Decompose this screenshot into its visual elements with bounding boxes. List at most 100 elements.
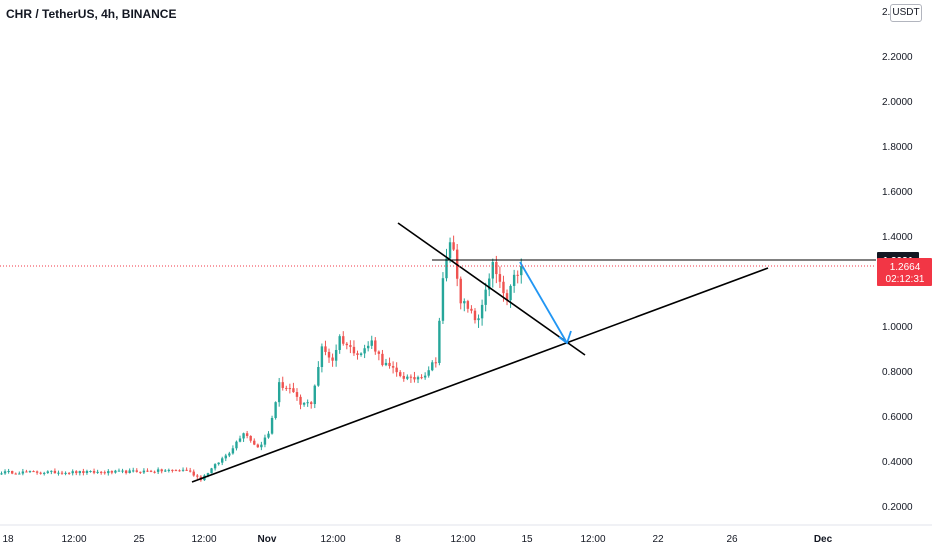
candle — [174, 469, 178, 472]
candle — [452, 235, 455, 251]
candle — [0, 471, 3, 475]
candle-body — [288, 388, 292, 390]
candle — [160, 468, 163, 474]
candle-body — [142, 470, 146, 473]
candle-body — [406, 376, 409, 379]
price-tick-label: 0.6000 — [882, 412, 913, 423]
candle — [363, 344, 366, 359]
symbol-title[interactable]: CHR / TetherUS, 4h, BINANCE — [6, 7, 177, 21]
price-tick-label: 0.2000 — [882, 502, 913, 513]
candle-body — [317, 367, 320, 386]
candle — [64, 471, 67, 476]
candle — [192, 469, 195, 477]
candle — [107, 469, 110, 476]
candle — [99, 470, 103, 475]
candle — [96, 469, 99, 474]
candle-body — [156, 469, 160, 472]
candle — [121, 468, 124, 474]
candle — [352, 340, 356, 356]
candle-body — [274, 402, 277, 418]
candle-body — [295, 392, 299, 397]
candle-body — [103, 472, 106, 474]
candle-body — [167, 469, 171, 471]
candle — [288, 383, 292, 394]
candle — [167, 468, 171, 473]
candle-body — [153, 471, 156, 473]
candle — [35, 470, 39, 475]
candle — [181, 467, 185, 472]
candle-body — [149, 470, 153, 472]
candle-body — [327, 351, 331, 358]
candle — [110, 470, 114, 475]
candle-body — [509, 285, 512, 301]
candle — [327, 348, 331, 363]
time-tick-label: 15 — [521, 534, 533, 545]
candle-body — [46, 471, 49, 473]
candle-body — [441, 278, 445, 321]
candle-body — [477, 318, 480, 321]
time-tick-label: 25 — [133, 534, 145, 545]
candle-body — [135, 470, 138, 472]
candle — [78, 470, 82, 476]
candle — [213, 463, 217, 471]
candle-body — [185, 469, 188, 471]
candle-body — [96, 471, 99, 473]
candle-body — [21, 471, 25, 474]
candle-body — [473, 310, 477, 321]
time-tick-label: 22 — [652, 534, 664, 545]
candle — [124, 469, 128, 475]
candle-body — [121, 470, 124, 472]
candle — [53, 468, 57, 474]
candle-body — [491, 261, 494, 279]
price-tick-label: 1.0000 — [882, 322, 913, 333]
candle-body — [267, 433, 270, 438]
candle — [260, 441, 263, 451]
candle-body — [221, 458, 224, 463]
candle — [366, 341, 370, 352]
time-tick-label: 26 — [726, 534, 738, 545]
candle-body — [334, 349, 338, 361]
price-tick-label: 1.4000 — [882, 232, 913, 243]
candle-body — [0, 473, 3, 475]
candle-body — [402, 375, 405, 379]
candle-body — [320, 346, 324, 368]
time-axis[interactable]: 18 12:00 25 12:00 Nov 12:00 8 12:00 15 12:00 22 26 D… — [0, 524, 932, 545]
candle-body — [285, 387, 288, 389]
candle — [484, 282, 487, 312]
candle-body — [89, 471, 92, 473]
candle — [342, 331, 345, 346]
candle-body — [43, 472, 46, 474]
candle — [21, 468, 25, 476]
candle-body — [356, 353, 359, 355]
candle-body — [512, 274, 516, 286]
candle — [253, 438, 256, 446]
candle-body — [313, 385, 316, 405]
candle — [135, 468, 138, 473]
candle — [263, 434, 267, 448]
candle-body — [338, 336, 341, 350]
candle — [117, 468, 121, 472]
candle — [245, 431, 249, 439]
candle — [3, 469, 7, 475]
candle-body — [78, 471, 82, 474]
candle — [441, 272, 445, 325]
candle-body — [256, 444, 260, 448]
candle — [228, 451, 231, 458]
currency-badge[interactable]: USDT — [890, 4, 922, 22]
candle-body — [7, 470, 10, 472]
candle — [377, 350, 381, 361]
candle-body — [10, 470, 14, 474]
candle-body — [299, 396, 302, 405]
candle-body — [302, 402, 306, 405]
candle-body — [484, 289, 487, 305]
candle-body — [25, 471, 28, 473]
candle — [164, 469, 167, 473]
descending-trendline — [397, 222, 586, 356]
candle-body — [174, 470, 178, 472]
candle-body — [370, 340, 373, 346]
candle-body — [413, 377, 416, 380]
candle-body — [139, 471, 142, 473]
candle — [505, 289, 509, 306]
